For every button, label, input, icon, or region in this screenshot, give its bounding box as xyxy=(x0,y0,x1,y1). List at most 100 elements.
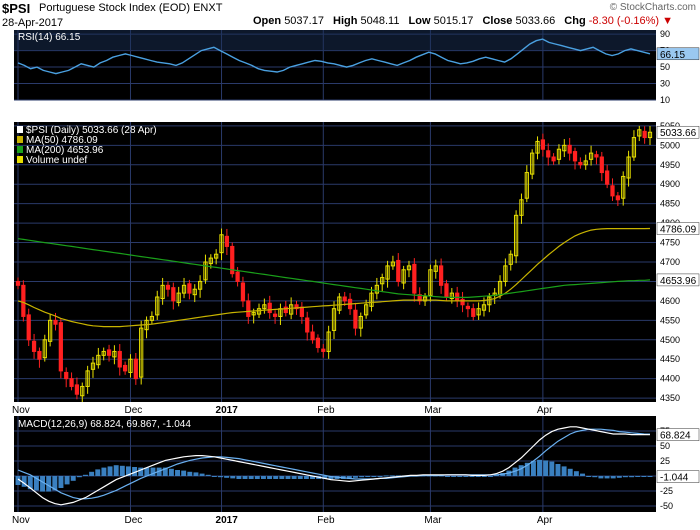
macd-signal-line xyxy=(17,428,651,500)
y-tick-label: 4850 xyxy=(660,199,680,209)
macd-histogram-bar xyxy=(125,466,131,476)
candle-body xyxy=(572,151,578,162)
candle-body xyxy=(583,160,588,166)
y-tick-label: 4350 xyxy=(660,393,680,403)
macd-histogram-bar xyxy=(573,471,579,476)
candle xyxy=(80,382,85,402)
macd-histogram-bar xyxy=(138,467,144,476)
macd-histogram-bar xyxy=(175,470,181,476)
candle-body xyxy=(315,337,321,349)
y-tick-label: 4400 xyxy=(660,374,680,384)
y-tick-label: -25 xyxy=(660,486,673,496)
macd-histogram-bar xyxy=(297,476,303,479)
legend-swatch xyxy=(17,136,23,143)
y-tick-label: 50 xyxy=(660,62,670,72)
y-tick-label: 4950 xyxy=(660,160,680,170)
candle-body xyxy=(428,269,433,296)
legend-swatch xyxy=(17,126,23,133)
histogram-last-value-text: -1.044 xyxy=(660,473,689,484)
candle-body xyxy=(422,296,428,302)
candle-body xyxy=(69,378,74,387)
close-last-value: 5033.66 xyxy=(656,125,700,139)
low-label: Low xyxy=(408,15,431,27)
candle xyxy=(155,290,160,320)
macd-histogram-bar xyxy=(530,461,536,476)
macd-histogram-bar xyxy=(592,476,598,478)
candle xyxy=(342,291,347,306)
y-tick-label: 4550 xyxy=(660,315,680,325)
macd-histogram-bar xyxy=(549,461,555,476)
macd-histogram-bar xyxy=(52,476,58,491)
macd-histogram-bar xyxy=(107,466,113,476)
candle-body xyxy=(64,371,69,380)
macd-histogram-bar xyxy=(322,476,328,479)
candle-body xyxy=(642,130,647,139)
candle-body xyxy=(149,315,155,321)
macd-histogram-bar xyxy=(101,467,107,476)
candle xyxy=(380,273,385,292)
price-legend-item: MA(200) 4653.96 xyxy=(26,145,104,156)
candle-body xyxy=(621,175,626,199)
candle-body xyxy=(460,298,465,306)
candle-body xyxy=(310,331,315,341)
candle-body xyxy=(556,148,562,160)
x-tick-label: Dec xyxy=(124,515,142,526)
candle xyxy=(546,143,551,166)
candle xyxy=(524,165,529,203)
macd-histogram-bar xyxy=(211,476,217,477)
candle-body xyxy=(299,306,304,317)
macd-histogram-bar xyxy=(144,467,150,476)
candle xyxy=(64,367,69,388)
x-tick-label: Nov xyxy=(12,515,30,526)
macd-histogram-bar xyxy=(224,476,230,478)
macd-panel xyxy=(14,416,656,512)
x-tick-label: Feb xyxy=(317,405,335,416)
candle-body xyxy=(133,358,138,380)
candle xyxy=(117,344,122,376)
candle-body xyxy=(80,385,85,397)
candle-body xyxy=(471,308,476,317)
macd-histogram-bar xyxy=(567,468,573,476)
candle xyxy=(519,193,524,224)
macd-histogram-bar xyxy=(150,467,156,476)
candle-body xyxy=(192,288,197,296)
macd-histogram-bar xyxy=(457,476,463,477)
candle xyxy=(551,153,556,165)
candle-body xyxy=(546,150,551,158)
candle-body xyxy=(503,265,508,282)
candle-body xyxy=(535,140,540,154)
candle-body xyxy=(31,340,37,352)
date-label: 28-Apr-2017 xyxy=(2,17,64,29)
candle-body xyxy=(155,296,160,316)
macd-histogram-bar xyxy=(15,476,21,485)
y-tick-label: 4750 xyxy=(660,238,680,248)
macd-histogram-bar xyxy=(273,476,279,479)
candle xyxy=(133,353,138,385)
candle xyxy=(315,334,321,353)
macd-histogram-bar xyxy=(561,466,567,476)
candle xyxy=(240,276,246,308)
candle-body xyxy=(449,292,454,300)
candle xyxy=(96,347,101,369)
macd-histogram-bar xyxy=(371,476,377,477)
macd-histogram-bar xyxy=(537,459,543,476)
candle xyxy=(401,265,406,290)
x-tick-label: 2017 xyxy=(216,515,239,526)
candle-body xyxy=(562,144,567,152)
candle-body xyxy=(487,296,492,306)
candle-body xyxy=(615,195,620,201)
candle xyxy=(578,157,583,169)
candle xyxy=(15,277,21,290)
candle xyxy=(540,133,545,157)
candle-body xyxy=(251,312,256,316)
high-value: 5048.11 xyxy=(360,15,400,27)
candle-body xyxy=(37,350,42,360)
macd-histogram-bar xyxy=(46,476,52,492)
candle xyxy=(508,250,513,271)
candle-body xyxy=(139,327,144,378)
symbol-label: $PSI xyxy=(2,1,31,16)
candle xyxy=(58,318,63,379)
candle-body xyxy=(171,287,176,302)
x-tick-label: Apr xyxy=(537,515,553,526)
exchange-label: ENXT xyxy=(193,2,223,14)
